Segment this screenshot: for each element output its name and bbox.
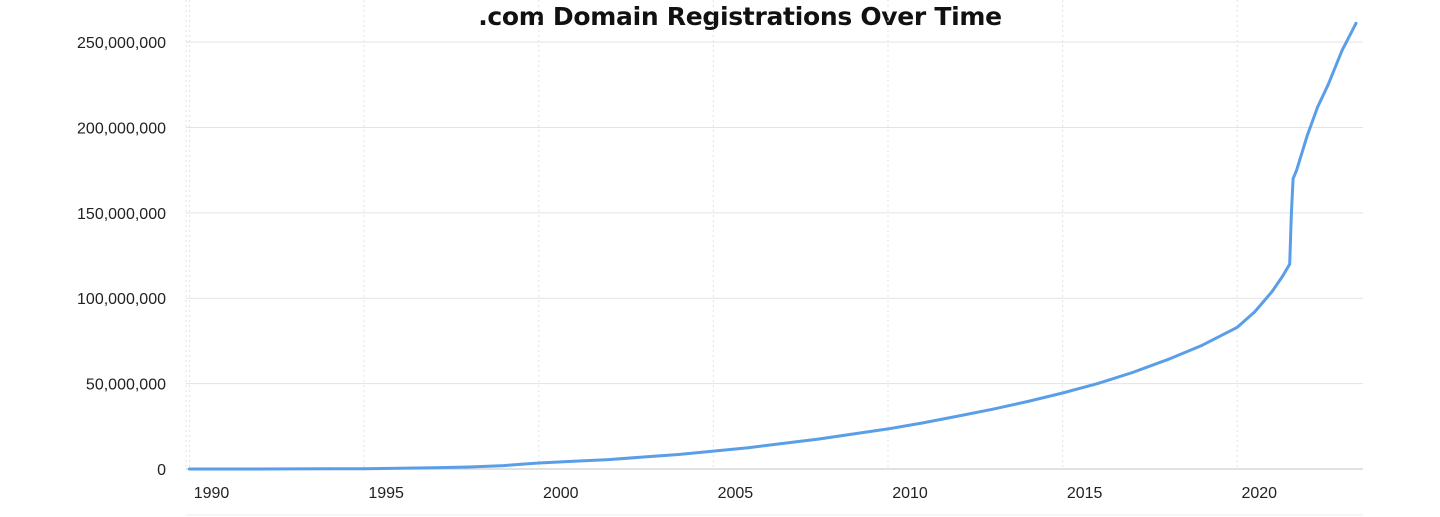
data-point	[851, 432, 855, 436]
data-point	[519, 462, 523, 466]
data-point	[1281, 274, 1285, 278]
x-tick-label: 2020	[1241, 485, 1277, 502]
data-point	[1295, 168, 1298, 172]
data-point	[642, 455, 645, 459]
data-point	[677, 453, 680, 456]
y-tick-label: 0	[157, 462, 166, 479]
x-tick-label: 1990	[194, 485, 230, 502]
data-point	[746, 446, 750, 450]
data-point	[781, 442, 785, 445]
data-point	[327, 467, 331, 471]
data-point	[432, 466, 436, 470]
data-point	[537, 461, 541, 465]
data-point	[1200, 343, 1204, 347]
y-tick-label: 150,000,000	[77, 206, 166, 223]
y-tick-label: 250,000,000	[77, 35, 166, 52]
data-point	[1026, 400, 1030, 403]
data-point	[362, 467, 366, 471]
data-point	[921, 421, 925, 425]
data-point	[607, 458, 610, 461]
data-point	[1340, 49, 1344, 52]
data-point	[397, 466, 401, 470]
data-point	[1096, 382, 1099, 385]
series-line	[188, 21, 1358, 471]
x-tick-label: 2010	[892, 485, 928, 502]
data-point	[1354, 21, 1358, 25]
data-point	[816, 437, 820, 441]
data-point	[1131, 371, 1134, 374]
data-point	[1316, 105, 1319, 109]
series-layer	[188, 21, 1358, 471]
data-point	[502, 464, 506, 467]
data-point	[1166, 358, 1169, 362]
data-point	[1270, 290, 1274, 293]
data-point	[991, 407, 995, 411]
data-point	[1305, 134, 1309, 138]
data-point	[1288, 262, 1292, 266]
x-tick-label: 2005	[718, 485, 754, 502]
tick-label-layer: 0 50,000,000 100,000,000 150,000,000 200,000…	[77, 35, 1277, 502]
data-point	[1061, 391, 1064, 395]
data-point	[467, 465, 471, 469]
data-point	[712, 449, 715, 453]
data-point	[1235, 325, 1239, 329]
data-point	[1326, 83, 1330, 87]
x-tick-label: 1995	[368, 485, 404, 502]
data-point	[1253, 310, 1257, 314]
y-tick-label: 50,000,000	[86, 377, 166, 394]
y-tick-label: 100,000,000	[77, 291, 166, 308]
data-point	[188, 467, 191, 471]
data-point	[257, 467, 261, 471]
chart-title: .com Domain Registrations Over Time	[478, 2, 1002, 31]
y-tick-label: 200,000,000	[77, 120, 166, 137]
grid-layer	[185, 0, 1363, 469]
axis-layer	[186, 468, 1363, 516]
x-tick-label: 2015	[1067, 485, 1103, 502]
data-point	[572, 459, 576, 463]
data-point	[886, 427, 890, 431]
x-tick-label: 2000	[543, 485, 579, 502]
data-point	[956, 414, 960, 418]
data-point	[1290, 211, 1293, 215]
data-point	[1291, 177, 1295, 181]
